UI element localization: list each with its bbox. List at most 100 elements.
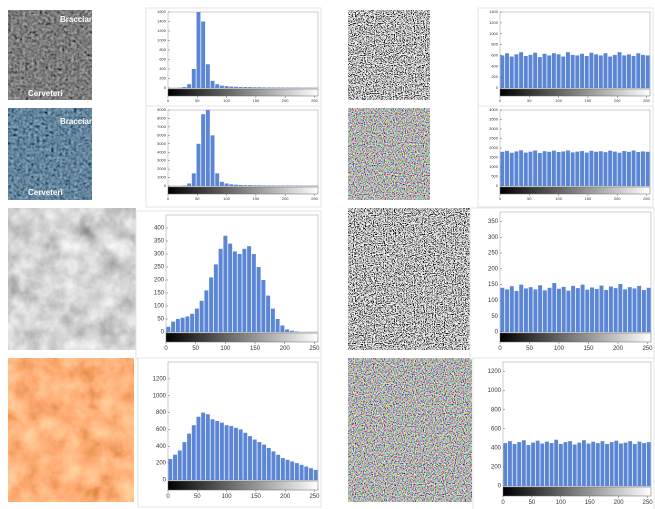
histogram-bar [513, 444, 517, 486]
histogram-bar [187, 434, 191, 480]
histogram-bar [239, 87, 243, 88]
x-tick-label: 50 [192, 346, 199, 352]
y-tick-label: 1000 [489, 164, 499, 169]
x-tick-label: 150 [253, 196, 260, 201]
x-tick-label: 200 [614, 196, 621, 201]
x-tick-label: 150 [585, 500, 596, 506]
histogram-bar [206, 110, 210, 186]
histogram-bar [253, 185, 257, 186]
x-tick-label: 50 [529, 500, 536, 506]
histogram-bar [633, 288, 637, 332]
y-tick-label: 300 [488, 235, 499, 241]
histogram-bar [211, 135, 215, 186]
y-tick-label: 500 [491, 174, 498, 179]
histogram-bar [623, 289, 627, 332]
histogram-bar [248, 87, 252, 88]
histogram-bar [290, 461, 294, 480]
histogram-bar [304, 467, 308, 480]
plot-area [166, 215, 318, 332]
histogram-bar [192, 425, 196, 480]
x-tick-label: 50 [527, 98, 532, 103]
x-tick-label: 200 [613, 346, 624, 352]
y-tick-label: 1500 [489, 155, 499, 160]
histogram-bar [533, 289, 537, 332]
y-tick-label: 150 [488, 282, 499, 288]
x-tick-label: 200 [280, 346, 291, 352]
histogram-bar [223, 236, 227, 332]
histogram-bar [211, 419, 215, 480]
colorbar [166, 333, 318, 342]
histogram-bar [547, 152, 551, 186]
histogram-bar [604, 53, 608, 88]
plot-area [168, 12, 318, 88]
histogram-bar [529, 55, 533, 88]
histogram-bar [580, 151, 584, 186]
histogram-bar [519, 52, 523, 88]
histogram-bar [609, 287, 613, 332]
histogram-bar [505, 151, 509, 186]
histogram-bar [632, 56, 636, 88]
histogram-bar [229, 87, 233, 88]
histogram-bar [543, 54, 547, 88]
histogram-bar [176, 319, 180, 332]
histogram-bar [557, 54, 561, 88]
histogram-bar [197, 144, 201, 186]
histogram-bar [552, 53, 556, 88]
histogram-bar [248, 436, 252, 480]
y-tick-label: 100 [154, 304, 165, 310]
histogram-bar [514, 151, 518, 186]
histogram-bar [614, 288, 618, 332]
histogram-bar [220, 86, 224, 88]
x-tick-label: 100 [223, 196, 230, 201]
y-tick-label: 200 [488, 266, 499, 272]
histogram-bar [266, 296, 270, 332]
histogram-bar [211, 81, 215, 88]
y-tick-label: 400 [156, 444, 167, 450]
y-tick-label: 250 [154, 265, 165, 271]
x-tick-label: 100 [555, 98, 562, 103]
x-tick-label: 100 [554, 346, 565, 352]
histogram-bar [636, 53, 640, 88]
histogram-bar [243, 433, 247, 480]
histogram-bar [589, 53, 593, 88]
histogram-bar [187, 84, 191, 88]
x-tick-label: 250 [311, 98, 318, 103]
histogram-bar [262, 87, 266, 88]
x-tick-label: 200 [614, 500, 625, 506]
histogram-bar [571, 286, 575, 332]
histogram-bar [548, 288, 552, 332]
histogram-bar [585, 153, 589, 186]
histogram-bar [182, 442, 186, 480]
x-tick-label: 50 [195, 196, 200, 201]
histogram-bar [619, 444, 623, 486]
y-tick-label: 1600 [157, 9, 167, 14]
colorbar [500, 89, 650, 96]
histogram-bar [563, 442, 567, 486]
histogram-bar [585, 290, 589, 332]
y-tick-label: 1200 [488, 369, 502, 375]
histogram-bar [627, 152, 631, 186]
y-tick-label: 800 [159, 47, 166, 52]
histogram-bar [561, 151, 565, 186]
histogram-bar [514, 54, 518, 88]
histogram-bar [538, 153, 542, 186]
histogram-bar [600, 441, 604, 486]
x-tick-label: 100 [223, 98, 230, 103]
histogram-bar [554, 440, 558, 486]
hillshade-image [8, 208, 136, 350]
histogram-bar [234, 185, 238, 186]
y-tick-label: 1000 [157, 38, 167, 43]
histogram-bar [295, 331, 299, 332]
x-tick-label: 250 [643, 196, 650, 201]
histogram-bar [533, 150, 537, 186]
histogram-bar [225, 183, 229, 186]
y-tick-label: 200 [154, 278, 165, 284]
histogram-bar [614, 441, 618, 486]
histogram-bar [215, 173, 219, 186]
histogram-bar [253, 87, 257, 88]
y-tick-label: 3000 [489, 126, 499, 131]
histogram-bar [608, 151, 612, 186]
histogram-bar [599, 151, 603, 186]
histogram-bar [166, 327, 170, 332]
x-tick-label: 50 [195, 98, 200, 103]
